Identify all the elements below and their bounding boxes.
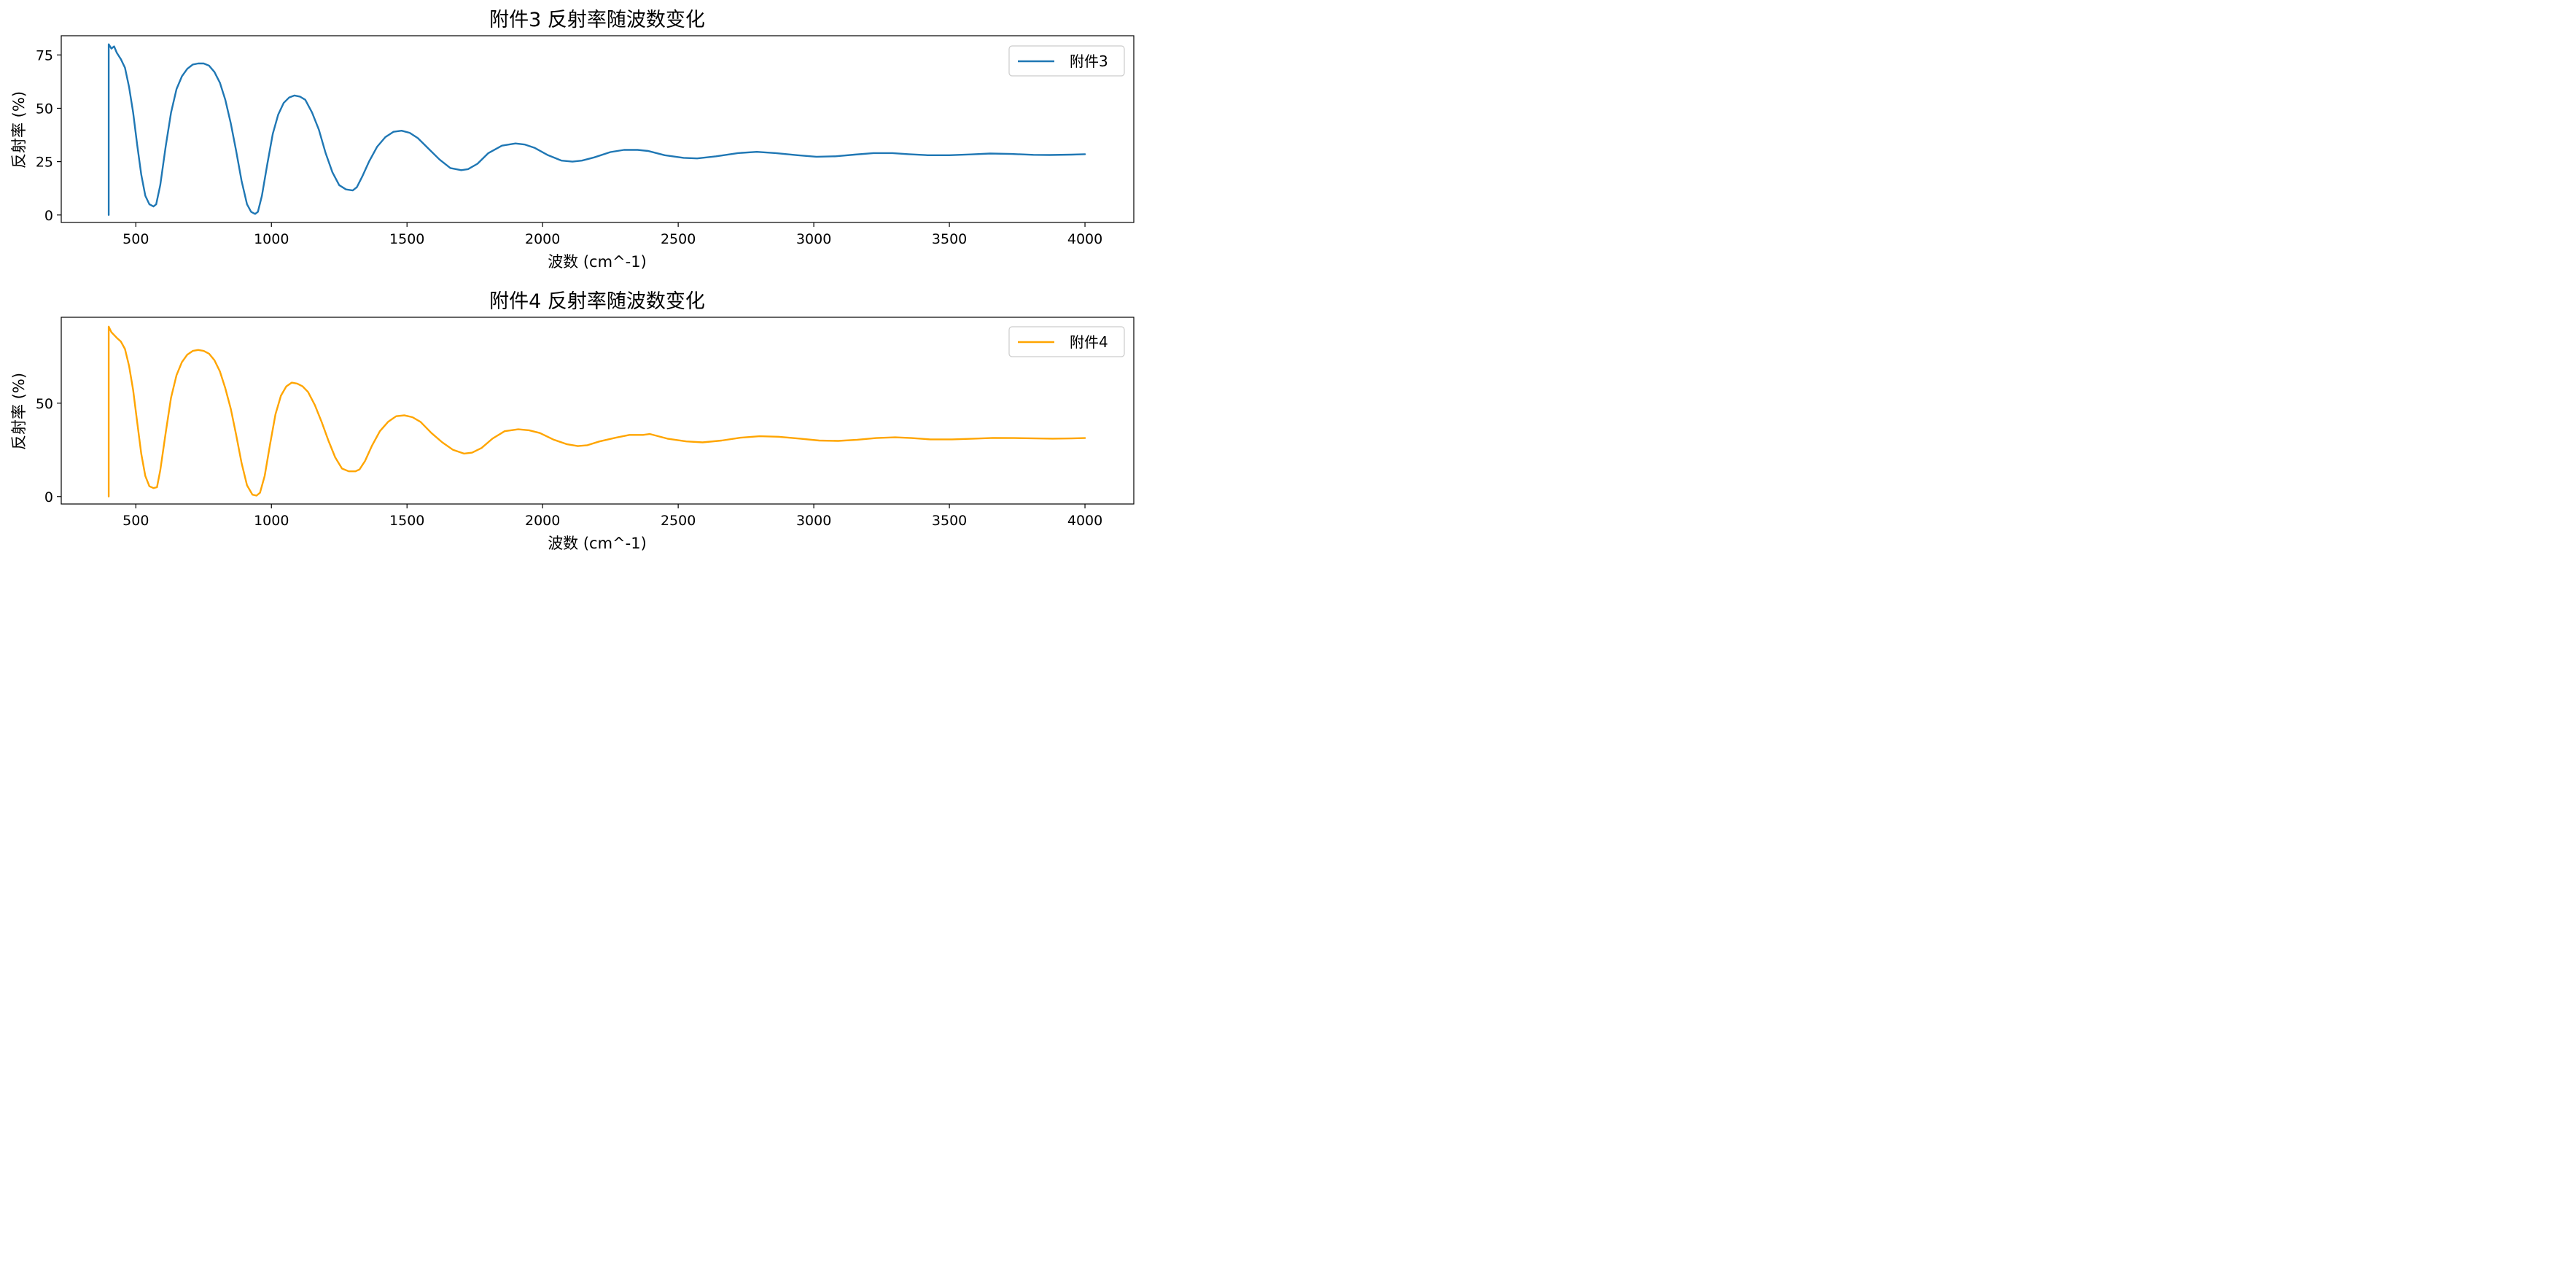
x-tick-label: 1000 xyxy=(254,513,289,529)
axes-frame xyxy=(61,35,1135,223)
subplot-1: 附件3 反射率随波数变化 500 1000 1500 2000 2500 3000 3500… xyxy=(10,9,1135,271)
y-axis-label: 反射率 (%) xyxy=(10,373,28,450)
series-line xyxy=(107,43,1086,216)
x-tick-label: 2000 xyxy=(525,231,560,247)
legend: 附件3 xyxy=(1008,45,1125,77)
x-axis-label: 波数 (cm^-1) xyxy=(548,535,647,552)
x-tick-label: 4000 xyxy=(1067,513,1102,529)
x-tick-label: 3000 xyxy=(796,513,831,529)
y-tick-label: 25 xyxy=(36,155,53,171)
y-tick-label: 50 xyxy=(36,101,53,117)
subplot-2: 附件4 反射率随波数变化 500 1000 1500 2000 2500 3000 3500… xyxy=(10,290,1135,552)
y-tick-label: 50 xyxy=(36,396,53,412)
x-tick-label: 500 xyxy=(122,513,149,529)
series-line xyxy=(107,325,1086,497)
y-tick-label: 0 xyxy=(44,208,53,224)
x-tick-label: 2500 xyxy=(661,513,696,529)
y-tick-label: 0 xyxy=(44,489,53,505)
legend-box xyxy=(1008,45,1125,77)
y-tick-label: 75 xyxy=(36,47,53,63)
figure-background xyxy=(0,0,1143,562)
x-axis-label: 波数 (cm^-1) xyxy=(548,253,647,271)
legend-label: 附件3 xyxy=(1070,53,1108,70)
x-tick-label: 2000 xyxy=(525,513,560,529)
legend: 附件4 xyxy=(1008,326,1125,357)
x-tick-label: 3500 xyxy=(932,231,967,247)
x-tick-label: 1500 xyxy=(389,513,424,529)
x-tick-label: 1000 xyxy=(254,231,289,247)
legend-box xyxy=(1008,326,1125,357)
plot-area: 500 1000 1500 2000 2500 3000 3500 4000 0 50 xyxy=(36,317,1135,529)
x-tick-label: 3000 xyxy=(796,231,831,247)
chart-figure: 附件3 反射率随波数变化 500 1000 1500 2000 2500 3000 3500… xyxy=(0,0,1143,562)
x-tick-label: 500 xyxy=(122,231,149,247)
axes-frame xyxy=(61,317,1135,505)
y-axis-label: 反射率 (%) xyxy=(10,91,28,168)
chart-title: 附件4 反射率随波数变化 xyxy=(489,290,705,313)
chart-title: 附件3 反射率随波数变化 xyxy=(489,9,705,31)
plot-area: 500 1000 1500 2000 2500 3000 3500 4000 0 25 50 75 xyxy=(36,35,1135,247)
x-tick-label: 3500 xyxy=(932,513,967,529)
x-tick-label: 2500 xyxy=(661,231,696,247)
x-tick-label: 1500 xyxy=(389,231,424,247)
x-tick-label: 4000 xyxy=(1067,231,1102,247)
legend-label: 附件4 xyxy=(1070,333,1108,351)
